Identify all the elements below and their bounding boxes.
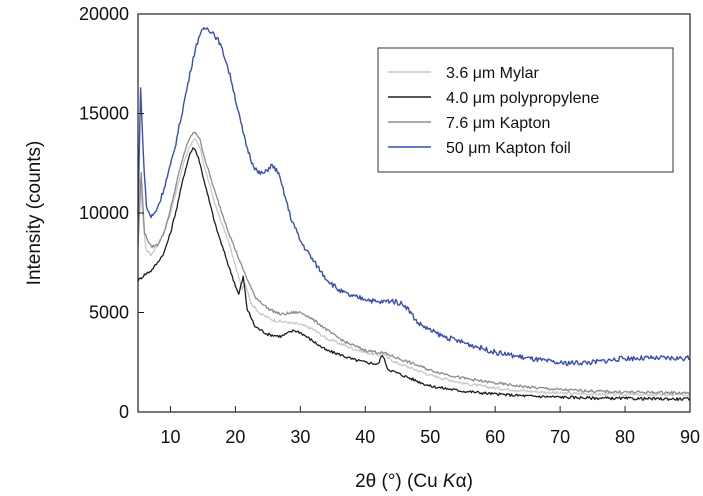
x-tick-label: 40: [355, 427, 375, 447]
x-tick-label: 20: [225, 427, 245, 447]
ticks-layer: 10 20 30 40 50 60 70 80 90 0 5000 10000 15000 20000: [79, 4, 700, 447]
x-tick-label: 60: [485, 427, 505, 447]
y-tick-label: 5000: [89, 303, 129, 323]
x-axis-title-prefix: 2θ (°) (Cu: [355, 471, 443, 492]
series-line-1: [137, 137, 691, 397]
legend-box: [377, 47, 674, 173]
x-tick-label: 70: [550, 427, 570, 447]
x-tick-label: 30: [290, 427, 310, 447]
series-line-2: [137, 147, 691, 402]
x-tick-label: 90: [680, 427, 700, 447]
legend-label-4: 50 μm Kapton foil: [446, 140, 571, 157]
x-tick-label: 10: [160, 427, 180, 447]
legend-label-3: 7.6 μm Kapton: [446, 115, 550, 132]
series-line-3: [137, 131, 691, 395]
x-axis-title-italic: K: [443, 471, 457, 492]
y-tick-label: 20000: [79, 4, 129, 24]
y-axis-title: Intensity (counts): [24, 141, 45, 286]
y-tick-label: 10000: [79, 203, 129, 223]
legend: 3.6 μm Mylar 4.0 μm polypropylene 7.6 μm K…: [377, 47, 674, 173]
legend-items: 3.6 μm Mylar 4.0 μm polypropylene 7.6 μm K…: [388, 65, 599, 157]
x-tick-label: 80: [615, 427, 635, 447]
series-layer: [137, 27, 691, 402]
x-axis-title: 2θ (°) (Cu Kα): [355, 471, 473, 492]
y-tick-label: 15000: [79, 104, 129, 124]
legend-label-2: 4.0 μm polypropylene: [446, 90, 599, 107]
x-tick-label: 50: [420, 427, 440, 447]
x-axis-title-suffix: α): [456, 471, 473, 492]
legend-label-1: 3.6 μm Mylar: [446, 65, 539, 82]
series-line-4: [137, 27, 691, 367]
y-tick-label: 0: [119, 402, 129, 422]
